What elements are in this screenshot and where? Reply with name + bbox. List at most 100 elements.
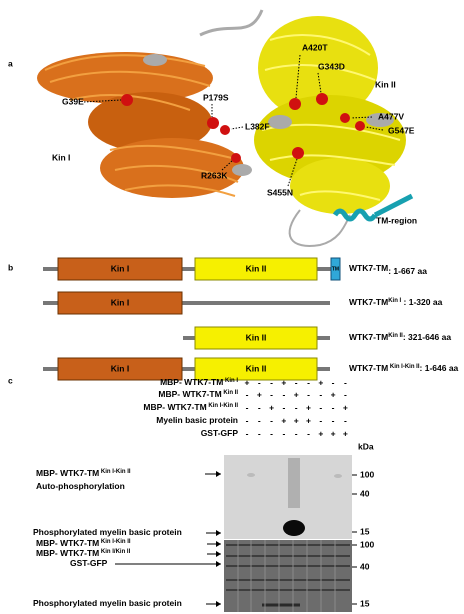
arrow-head — [216, 561, 221, 567]
kin-i-domain — [57, 291, 183, 315]
sign: - — [246, 389, 249, 399]
arrow-head — [216, 530, 221, 536]
gel-label-main: Phosphorylated myelin basic protein — [33, 598, 182, 608]
mutation-label: R263K — [201, 170, 228, 180]
sign: + — [318, 377, 323, 387]
sign: + — [281, 415, 286, 425]
region-label: TM-region — [376, 215, 417, 225]
sign: - — [295, 377, 298, 387]
sign: - — [319, 402, 322, 412]
sign: + — [245, 377, 250, 387]
gel-label-sup: Kin I-Kin II — [99, 539, 131, 545]
kin-ii-domain — [194, 357, 318, 381]
arrow-head — [216, 601, 221, 607]
gel-label: Auto-phosphorylation — [36, 481, 125, 491]
sign: - — [307, 389, 310, 399]
construct-label: WTK7-TM: 1-667 aa — [349, 263, 427, 276]
sign: + — [306, 415, 311, 425]
kin-i-domain — [57, 357, 183, 381]
gel-label-main: Phosphorylated myelin basic protein — [33, 527, 182, 537]
sign: + — [294, 389, 299, 399]
panel-label: b — [8, 262, 13, 272]
gel-images — [224, 455, 352, 612]
sign: + — [331, 389, 336, 399]
construct-label-sup: Kin I-Kin II — [388, 364, 420, 370]
arrow-head — [216, 471, 221, 477]
gel-label: Phosphorylated myelin basic protein — [33, 527, 182, 537]
arrow-head — [216, 551, 221, 557]
protein-structure — [37, 9, 414, 247]
region-label: Kin II — [375, 79, 396, 89]
domain-label: TM — [332, 266, 339, 272]
mutation-label: G343D — [318, 61, 345, 71]
sign: - — [246, 402, 249, 412]
marker-label: 40 — [360, 488, 370, 498]
gel-label-main: MBP- WTK7-TM — [36, 538, 99, 548]
sign: - — [332, 415, 335, 425]
sign: - — [258, 428, 261, 438]
domain-label: Kin I — [111, 263, 129, 273]
kin-ii-domain — [194, 257, 318, 281]
sign: + — [343, 402, 348, 412]
mutation-label: A477V — [378, 111, 404, 121]
sign: - — [344, 389, 347, 399]
sign: - — [319, 415, 322, 425]
sign: - — [270, 428, 273, 438]
construct-label-range: : 321-646 aa — [403, 332, 451, 342]
marker-label: 40 — [360, 561, 370, 571]
sign: - — [246, 415, 249, 425]
panel-label: a — [8, 58, 13, 68]
construct-label-main: WTK7-TM — [349, 363, 388, 373]
treatment-label-main: MBP- WTK7-TM — [143, 402, 206, 412]
mutation-label: G547E — [388, 125, 415, 135]
sign: - — [332, 402, 335, 412]
treatment-label: GST-GFP — [201, 428, 239, 438]
construct-label-sup: Kin II — [388, 333, 403, 339]
sign: - — [270, 415, 273, 425]
treatment-label-main: Myelin basic protein — [156, 415, 238, 425]
gel-label-main: Auto-phosphorylation — [36, 481, 125, 491]
mutation-label: L382F — [245, 121, 270, 131]
construct-label-range: : 1-646 aa — [420, 363, 459, 373]
treatment-label: MBP- WTK7-TM Kin I — [160, 377, 238, 387]
kin-ii-domain — [194, 326, 318, 350]
gel-label-sup: Kin I-Kin II — [99, 469, 131, 475]
sign: - — [307, 377, 310, 387]
construct-label-main: WTK7-TM — [349, 263, 388, 273]
marker-label: 15 — [360, 526, 370, 536]
gel-label-main: GST-GFP — [70, 558, 108, 568]
marker-label: 100 — [360, 469, 374, 479]
domain-label: Kin I — [111, 297, 129, 307]
kin-i-domain — [57, 257, 183, 281]
sign: + — [294, 415, 299, 425]
mutation-label: A420T — [302, 42, 328, 52]
gel-label: MBP- WTK7-TM Kin I-Kin II — [36, 538, 131, 548]
treatment-label-sup: Kin I-Kin II — [207, 403, 239, 409]
construct-label-main: WTK7-TM — [349, 297, 388, 307]
construct-label: WTK7-TMKin II: 321-646 aa — [349, 332, 451, 342]
sign: + — [269, 402, 274, 412]
mutation-label: G39E — [62, 96, 84, 106]
domain-label: Kin II — [246, 363, 267, 373]
arrow-head — [216, 541, 221, 547]
gel-label: Phosphorylated myelin basic protein — [33, 598, 182, 608]
construct-label-sup: Kin I — [388, 298, 401, 304]
treatment-label-main: MBP- WTK7-TM — [158, 389, 221, 399]
gel-label-main: MBP- WTK7-TM — [36, 548, 99, 558]
sign: + — [318, 428, 323, 438]
treatment-label-sup: Kin II — [222, 390, 239, 396]
sign: - — [258, 402, 261, 412]
sign: + — [306, 402, 311, 412]
treatment-label-main: MBP- WTK7-TM — [160, 377, 223, 387]
sign: - — [282, 428, 285, 438]
domain-label: Kin I — [111, 363, 129, 373]
panel-label: c — [8, 375, 13, 385]
construct-label-range: : 1-667 aa — [388, 266, 427, 276]
treatment-label: Myelin basic protein — [156, 415, 238, 425]
sign: - — [282, 402, 285, 412]
gel-label: GST-GFP — [70, 558, 108, 568]
sign: - — [258, 415, 261, 425]
sign: - — [319, 389, 322, 399]
gel-label: MBP- WTK7-TM Kin I/Kin II — [36, 548, 131, 558]
